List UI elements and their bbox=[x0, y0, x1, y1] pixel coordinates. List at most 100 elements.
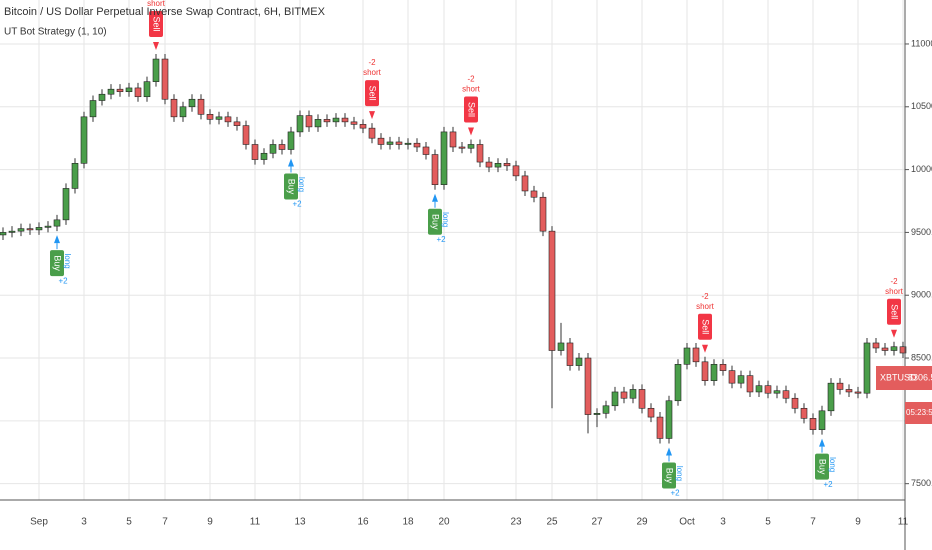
signal-comment: long bbox=[828, 457, 837, 472]
candle-body bbox=[116, 88, 124, 93]
candle-body bbox=[530, 190, 538, 198]
candle-body bbox=[827, 382, 835, 412]
candle-body bbox=[449, 131, 457, 148]
signal: Buy long +2 bbox=[662, 447, 684, 498]
signal-qty: +2 bbox=[436, 235, 446, 244]
candle-body bbox=[485, 161, 493, 168]
candle-body bbox=[728, 370, 736, 384]
candle-body bbox=[755, 385, 763, 393]
candle-body bbox=[62, 188, 70, 221]
candle-body bbox=[368, 127, 376, 139]
candle-body bbox=[98, 93, 106, 101]
candle-body bbox=[620, 391, 628, 399]
candle-body bbox=[422, 146, 430, 155]
signal-comment: short bbox=[885, 287, 904, 296]
plot: Buylong+2-2shortSellBuylong+2-2shortSell… bbox=[0, 0, 907, 498]
x-tick-label: 18 bbox=[402, 517, 414, 528]
candle-body bbox=[80, 116, 88, 164]
x-tick-label: 9 bbox=[207, 517, 213, 528]
candle-body bbox=[296, 115, 304, 133]
candle-body bbox=[44, 225, 52, 228]
candle-body bbox=[323, 119, 331, 123]
candle-body bbox=[710, 364, 718, 381]
signal-arrow bbox=[891, 329, 897, 338]
strategy-name: UT Bot Strategy (1, 10) bbox=[4, 27, 107, 38]
candle-body bbox=[467, 144, 475, 149]
x-tick-label: 3 bbox=[81, 517, 87, 528]
candle-body bbox=[584, 357, 592, 415]
candle-body bbox=[386, 141, 394, 145]
candle-body bbox=[143, 81, 151, 98]
signal-arrow bbox=[702, 344, 708, 353]
y-tick-label: 10000.0 bbox=[911, 164, 932, 174]
candle-body bbox=[809, 418, 817, 430]
signal-label: Buy bbox=[431, 214, 441, 230]
x-tick-label: 25 bbox=[546, 517, 558, 528]
x-tick-label: 13 bbox=[294, 517, 306, 528]
candle-body bbox=[566, 342, 574, 366]
candle-body bbox=[701, 361, 709, 381]
y-tick-label: 10500.0 bbox=[911, 101, 932, 111]
signal-arrow bbox=[666, 447, 672, 456]
candle-body bbox=[8, 230, 16, 233]
candle-body bbox=[665, 400, 673, 439]
x-tick-label: 7 bbox=[810, 517, 816, 528]
candle-body bbox=[89, 100, 97, 118]
x-tick-label: Sep bbox=[30, 517, 48, 528]
candle-body bbox=[125, 87, 133, 93]
candle-body bbox=[854, 391, 862, 394]
signal-arrow bbox=[432, 193, 438, 202]
y-tick-label: 8500.0 bbox=[911, 352, 932, 362]
candle-body bbox=[440, 131, 448, 185]
candle-body bbox=[836, 382, 844, 390]
signal-label: Sell bbox=[701, 319, 711, 334]
chart-title: Bitcoin / US Dollar Perpetual Inverse Sw… bbox=[4, 6, 326, 18]
signal: Buy long +2 bbox=[50, 235, 72, 285]
countdown: 05:23:50 bbox=[906, 408, 932, 417]
candle-body bbox=[890, 346, 898, 351]
signal-label: Buy bbox=[287, 179, 297, 195]
signal-comment: long bbox=[441, 212, 450, 227]
candle-body bbox=[269, 144, 277, 154]
candle-body bbox=[575, 357, 583, 366]
candle-body bbox=[197, 98, 205, 115]
signal-box bbox=[365, 80, 379, 107]
x-tick-label: 3 bbox=[720, 517, 726, 528]
candle-body bbox=[782, 390, 790, 399]
candle-body bbox=[314, 119, 322, 128]
signal-comment: short bbox=[462, 85, 481, 94]
candle-body bbox=[287, 131, 295, 150]
signal-qty: +2 bbox=[292, 200, 302, 209]
signal-box bbox=[887, 298, 901, 325]
signal: Buy long +2 bbox=[284, 158, 306, 209]
x-tick-label: 29 bbox=[636, 517, 648, 528]
candle-body bbox=[26, 228, 34, 231]
candle-body bbox=[557, 342, 565, 351]
candle-body bbox=[152, 58, 160, 82]
signal-label: Sell bbox=[890, 304, 900, 319]
symbol: XBTUSD bbox=[880, 372, 917, 382]
candle-body bbox=[224, 116, 232, 123]
candle-body bbox=[170, 98, 178, 118]
candle-body bbox=[899, 346, 907, 354]
x-tick-label: 16 bbox=[357, 517, 369, 528]
signal: Buy long +2 bbox=[815, 438, 837, 489]
signal-arrow bbox=[468, 127, 474, 136]
candle-body bbox=[233, 121, 241, 126]
candle-body bbox=[476, 144, 484, 163]
signal-comment: long bbox=[675, 466, 684, 481]
candle-body bbox=[494, 163, 502, 168]
y-tick-label: 7500.0 bbox=[911, 478, 932, 488]
x-tick-label: 23 bbox=[510, 517, 522, 528]
candle-body bbox=[656, 416, 664, 439]
candle-body bbox=[251, 144, 259, 160]
x-tick-label: Oct bbox=[679, 517, 695, 528]
candle-body bbox=[845, 389, 853, 393]
signal-box bbox=[698, 313, 712, 340]
candle-body bbox=[881, 347, 889, 351]
